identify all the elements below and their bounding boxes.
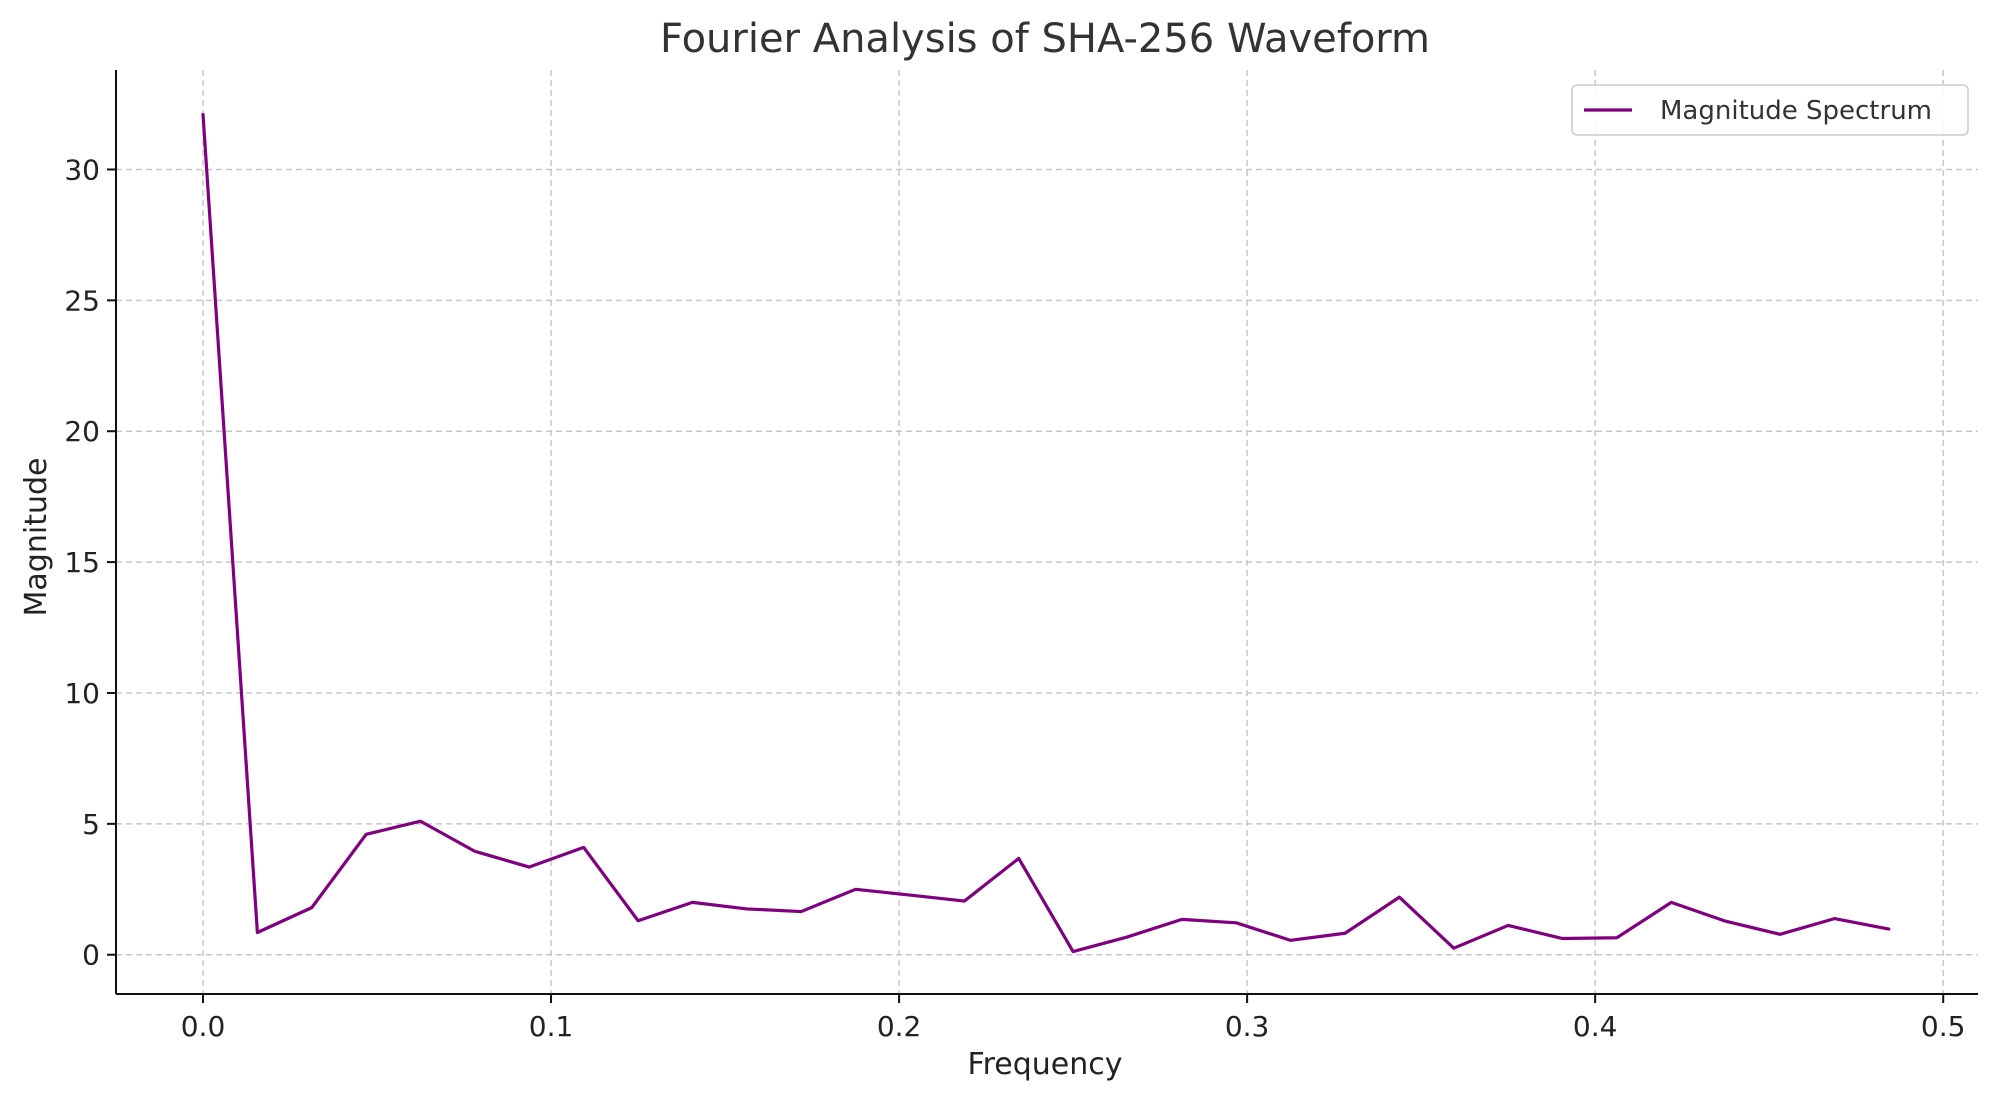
grid [116, 70, 1978, 994]
y-tick-label-6: 30 [64, 153, 100, 186]
y-tick-label-5: 25 [64, 284, 100, 317]
x-tick-label-0: 0.0 [181, 1010, 226, 1043]
legend: Magnitude Spectrum [1571, 84, 1969, 136]
x-tick-label-2: 0.2 [877, 1010, 922, 1043]
axes [115, 70, 1978, 995]
series-group [201, 112, 1891, 954]
series-line-0 [201, 112, 1891, 954]
y-tick-label-4: 20 [64, 415, 100, 448]
x-tick-label-3: 0.3 [1225, 1010, 1270, 1043]
legend-label-0: Magnitude Spectrum [1660, 96, 1932, 126]
y-tick-label-1: 5 [82, 808, 100, 841]
y-tick-label-3: 15 [64, 546, 100, 579]
y-axis-label: Magnitude [19, 458, 54, 617]
y-tick-label-0: 0 [82, 939, 100, 972]
y-axis-ticks: 0 5 10 15 20 25 30 [64, 153, 116, 972]
y-tick-label-2: 10 [64, 677, 100, 710]
x-tick-label-4: 0.4 [1573, 1010, 1618, 1043]
x-axis-ticks: 0.0 0.1 0.2 0.3 0.4 0.5 [181, 994, 1966, 1043]
chart-title: Fourier Analysis of SHA-256 Waveform [660, 16, 1430, 62]
x-tick-label-1: 0.1 [529, 1010, 574, 1043]
x-axis-label: Frequency [968, 1047, 1123, 1082]
legend-box [1571, 84, 1969, 136]
x-tick-label-5: 0.5 [1921, 1010, 1966, 1043]
